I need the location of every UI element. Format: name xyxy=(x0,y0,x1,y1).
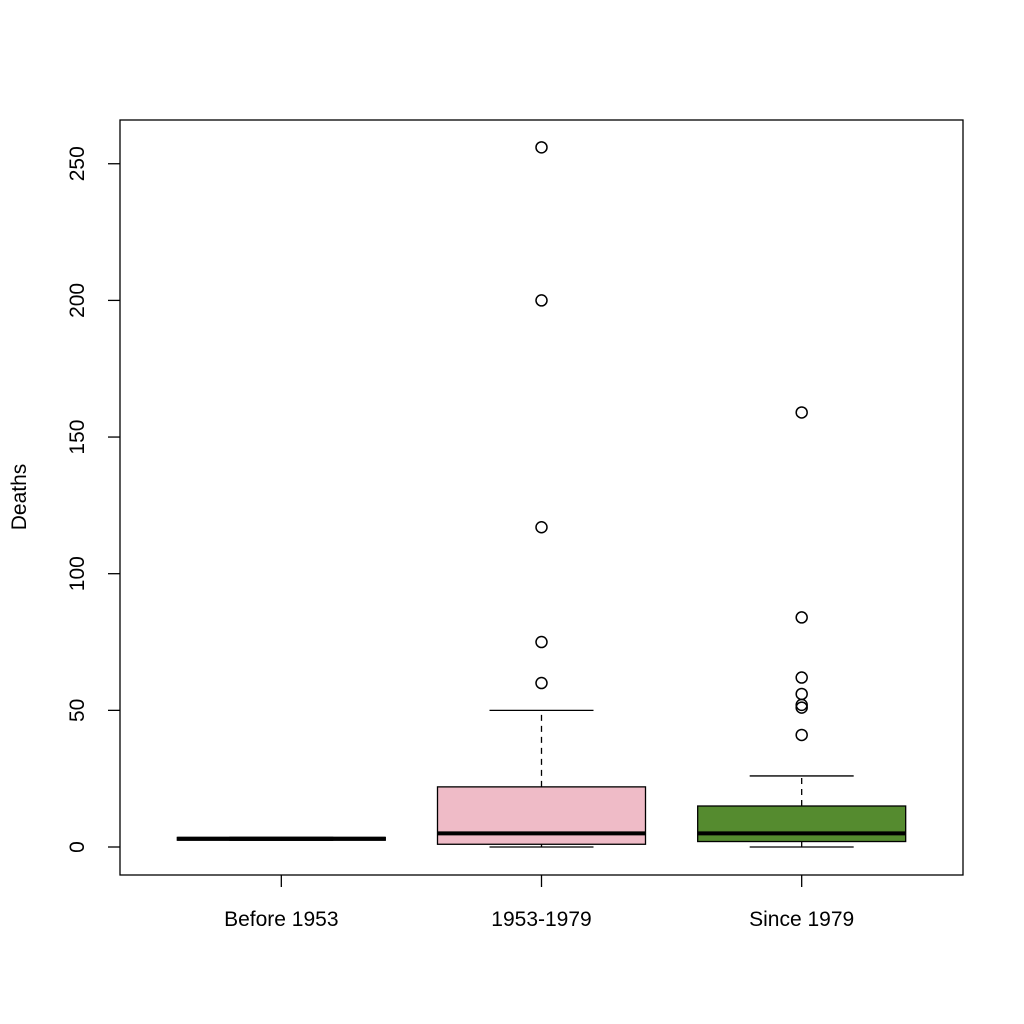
x-tick-label: Before 1953 xyxy=(224,908,338,931)
outlier-point xyxy=(535,141,548,154)
outlier-point xyxy=(535,294,548,307)
y-tick-label: 50 xyxy=(66,699,89,722)
box-body xyxy=(697,805,907,843)
x-axis: Before 1953 1953-1979 Since 1979 xyxy=(224,875,854,931)
box-body xyxy=(436,786,647,845)
outlier-point xyxy=(795,728,808,742)
y-tick-label: 100 xyxy=(66,556,89,591)
y-axis: 0 50 100 150 200 250 xyxy=(66,146,120,853)
outlier-point xyxy=(535,676,548,690)
outlier-point xyxy=(795,406,808,419)
outlier-point xyxy=(795,671,808,684)
y-tick-label: 250 xyxy=(66,146,89,181)
box-since-1979 xyxy=(697,406,907,848)
box-1953-1979 xyxy=(436,141,647,848)
outlier-point xyxy=(795,698,808,712)
box-series xyxy=(176,141,907,848)
box-before-1953 xyxy=(176,836,386,841)
outlier-point xyxy=(795,687,808,701)
y-tick-label: 200 xyxy=(66,283,89,318)
y-tick-label: 0 xyxy=(66,841,89,853)
x-tick-label: 1953-1979 xyxy=(491,908,591,931)
outlier-point xyxy=(535,520,548,534)
outlier-point xyxy=(795,701,808,714)
x-tick-label: Since 1979 xyxy=(749,908,854,931)
y-tick-label: 150 xyxy=(66,420,89,455)
y-axis-label: Deaths xyxy=(8,464,31,531)
outlier-point xyxy=(795,611,808,624)
outlier-point xyxy=(535,635,548,649)
